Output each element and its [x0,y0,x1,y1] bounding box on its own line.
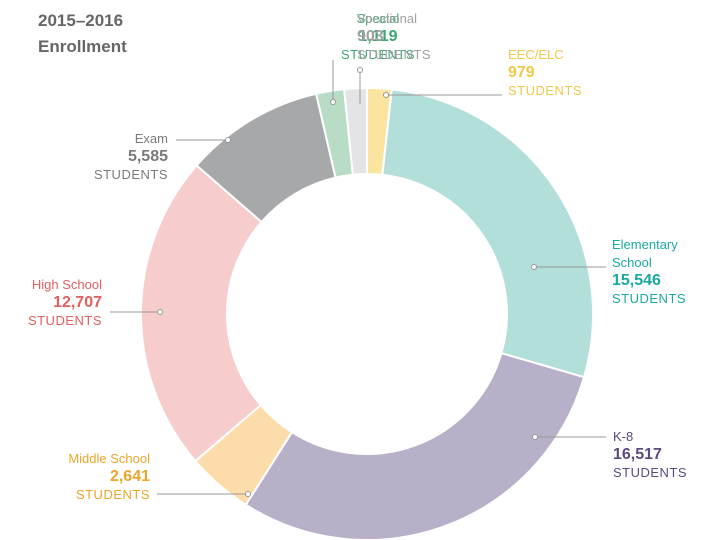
category-name: Vocational [357,11,417,26]
chart-title: 2015–2016 Enrollment [38,8,127,60]
slice-label: High School 12,707 STUDENTS [28,276,102,330]
unit-label: STUDENTS [75,487,150,502]
category-name: Middle School [68,451,150,466]
leader-dot [245,491,251,497]
leader-dot [357,67,363,73]
category-name: High School [31,277,102,292]
donut-slice [140,164,263,463]
unit-label: STUDENTS [27,313,102,328]
value-label: 15,546 [612,272,661,289]
value-label: 5,585 [127,148,168,165]
value-label: 1,119 [358,28,398,45]
unit-label: STUDENTS [612,291,687,306]
leader-dot [383,92,389,98]
slice-label: Middle School 2,641 STUDENTS [68,450,150,504]
donut-slice [343,86,368,176]
leader-dot [225,137,231,143]
value-label: 16,517 [613,446,662,463]
value-label: 979 [508,64,535,81]
leader-dot [532,434,538,440]
leader-dot [330,99,336,105]
value-label: 12,707 [53,294,102,311]
value-label: 2,641 [109,468,150,485]
slice-label: Vocational 903 STUDENTS [357,10,431,64]
unit-label: STUDENTS [357,47,432,62]
unit-label: STUDENTS [93,167,168,182]
category-name: Elementary School [612,237,678,270]
category-name: K-8 [613,429,634,444]
slice-label: Exam 5,585 STUDENTS [94,130,168,184]
category-name: Special [356,11,400,26]
unit-label: STUDENTS [508,83,583,98]
slice-label: Elementary School 15,546 STUDENTS [612,236,712,308]
unit-label: STUDENTS [613,465,688,480]
leader-dot [157,309,163,315]
slice-label: Special 1,119 STUDENTS [341,10,415,64]
slice-label: EEC/ELC 979 STUDENTS [508,46,582,100]
donut-slice [244,351,586,540]
category-name: EEC/ELC [508,47,564,62]
slice-label: K-8 16,517 STUDENTS [613,428,687,482]
value-label: 903 [357,28,384,45]
unit-label: STUDENTS [340,47,415,62]
donut-slice [381,88,594,379]
title-line: 2015–2016 [38,11,124,30]
leader-dot [531,264,537,270]
title-line: Enrollment [38,37,127,56]
category-name: Exam [134,131,168,146]
